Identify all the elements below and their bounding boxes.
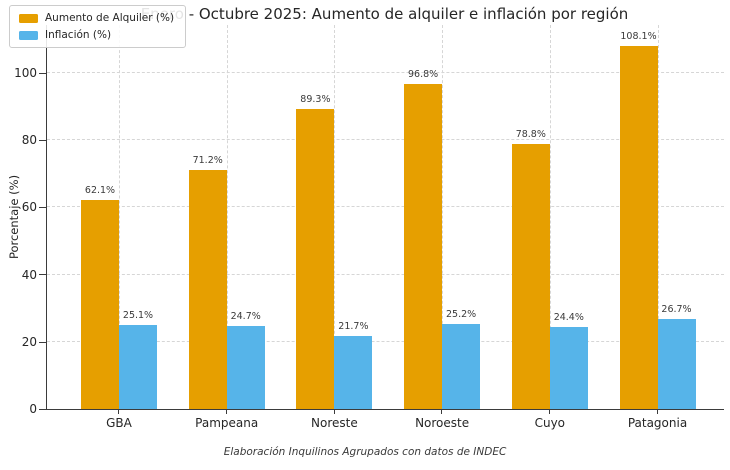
legend-swatch-inflacion-icon <box>19 30 38 40</box>
x-axis-tick-label: GBA <box>106 416 132 430</box>
y-axis-tick-label: 100 <box>14 66 37 81</box>
gridline-vertical <box>334 25 336 409</box>
bar-alquiler-noreste <box>296 109 335 409</box>
y-axis-tick <box>39 274 46 276</box>
y-axis-tick-label: 60 <box>21 200 37 215</box>
chart-title: Enero - Octubre 2025: Aumento de alquile… <box>140 5 629 23</box>
y-axis-tick <box>39 72 46 74</box>
bar-inflacion-noreste <box>334 336 373 409</box>
x-axis-tick-label: Patagonia <box>627 416 688 430</box>
gridline-vertical <box>442 25 444 409</box>
x-axis-tick-label: Noreste <box>311 416 358 430</box>
bar-inflacion-cuyo <box>549 327 588 409</box>
bar-inflacion-gba <box>119 324 157 409</box>
gridline-horizontal <box>47 273 724 275</box>
bar-value-label: 21.7% <box>338 321 369 333</box>
gridline-horizontal <box>47 139 724 141</box>
gridline-horizontal <box>47 206 724 208</box>
legend-label-inflacion: Inflación (%) <box>45 29 112 41</box>
source-caption: Elaboración Inquilinos Agrupados con dat… <box>223 446 507 458</box>
bar-inflacion-pampeana <box>226 326 265 409</box>
legend-label-alquiler: Aumento de Alquiler (%) <box>45 12 175 24</box>
x-axis-tick <box>549 409 551 414</box>
bar-value-label: 108.1% <box>620 30 657 42</box>
gridline-horizontal <box>47 340 724 342</box>
bar-value-label: 96.8% <box>408 68 439 80</box>
y-axis-tick <box>39 207 46 209</box>
x-axis-tick <box>226 409 227 414</box>
bar-alquiler-patagonia <box>619 45 658 409</box>
gridline-vertical <box>549 25 551 409</box>
y-axis-label: Porcentaje (%) <box>7 174 21 260</box>
y-axis-tick <box>39 408 46 410</box>
bar-inflacion-patagonia <box>657 319 696 409</box>
legend: Aumento de Alquiler (%) Inflación (%) <box>9 5 187 48</box>
y-axis-tick-label: 0 <box>29 402 37 416</box>
bar-alquiler-gba <box>81 200 119 409</box>
plot-area: 0 20 40 60 80 100 GBA 62.1% 25.1% Pampeana 71.2% 24… <box>14 25 724 430</box>
y-axis-tick <box>39 341 46 343</box>
gridline-horizontal <box>47 72 724 74</box>
bar-value-label: 62.1% <box>84 185 116 197</box>
bar-value-label: 24.4% <box>553 312 584 324</box>
gridline-vertical <box>657 25 659 409</box>
x-axis-tick <box>656 409 658 414</box>
legend-item-inflacion: Inflación (%) <box>19 29 174 41</box>
legend-item-alquiler: Aumento de Alquiler (%) <box>19 12 174 24</box>
bar-value-label: 25.2% <box>446 309 477 321</box>
bar-alquiler-noroeste <box>404 83 443 409</box>
x-axis-tick-label: Cuyo <box>534 416 566 430</box>
x-axis-tick-label: Noroeste <box>415 416 470 430</box>
bar-value-label: 26.7% <box>661 304 692 316</box>
bar-value-label: 71.2% <box>192 154 223 166</box>
y-axis-tick <box>39 139 46 141</box>
gridline-vertical <box>226 25 228 409</box>
bar-alquiler-cuyo <box>511 144 550 409</box>
x-axis-tick-label: Pampeana <box>195 416 259 430</box>
bar-value-label: 25.1% <box>122 309 154 321</box>
bar-value-label: 89.3% <box>300 94 331 105</box>
y-axis-tick-label: 20 <box>21 334 37 349</box>
gridline-vertical <box>119 25 120 409</box>
y-axis-tick-label: 40 <box>21 267 37 282</box>
x-axis-tick <box>118 409 120 414</box>
legend-swatch-alquiler-icon <box>19 13 38 23</box>
bar-value-label: 24.7% <box>230 311 261 323</box>
bar-alquiler-pampeana <box>188 169 227 409</box>
bar-inflacion-noroeste <box>442 324 481 409</box>
x-axis-tick <box>333 409 335 414</box>
y-axis-tick-label: 80 <box>21 133 37 148</box>
x-axis-tick <box>441 409 443 414</box>
bar-value-label: 78.8% <box>515 129 546 141</box>
